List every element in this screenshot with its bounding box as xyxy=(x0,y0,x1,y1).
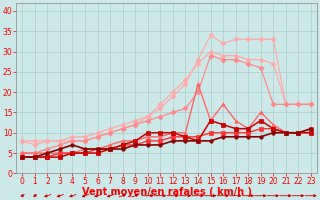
X-axis label: Vent moyen/en rafales ( km/h ): Vent moyen/en rafales ( km/h ) xyxy=(82,187,252,197)
